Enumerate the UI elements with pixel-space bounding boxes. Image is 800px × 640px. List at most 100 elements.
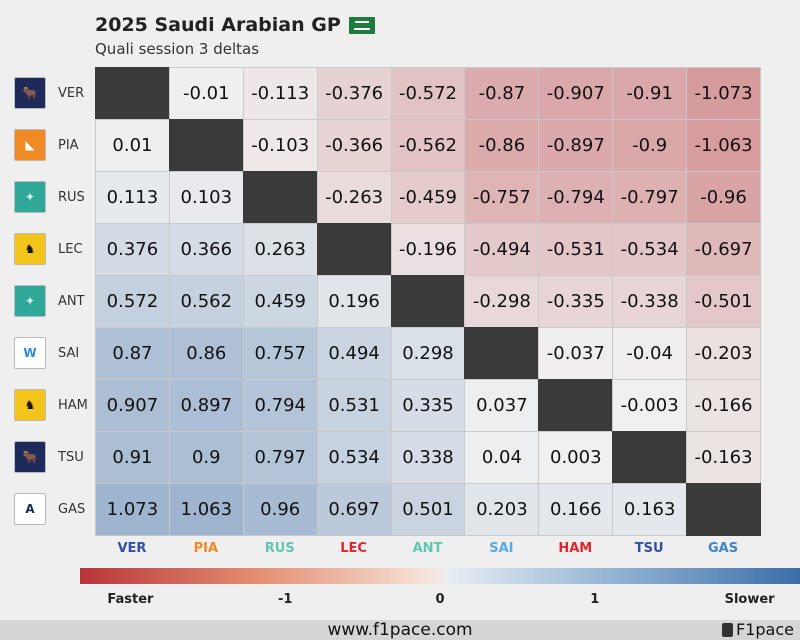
heatmap-cell: -1.063	[686, 119, 761, 172]
heatmap-cell: 1.073	[95, 483, 170, 536]
heatmap-cell: 0.897	[168, 379, 244, 432]
heatmap-cell: 0.534	[316, 431, 392, 484]
heatmap-cell: 0.01	[95, 119, 170, 172]
heatmap-cell: -0.907	[538, 67, 614, 120]
heatmap-cell: 0.103	[168, 171, 244, 224]
heatmap-cell: 0.87	[95, 327, 170, 380]
heatmap-cell: 0.166	[538, 483, 614, 536]
diagonal-cell	[612, 431, 688, 484]
heatmap-cell: 0.494	[316, 327, 392, 380]
row-label-rus: ✦ RUS	[14, 171, 94, 223]
heatmap-cell: -0.87	[464, 67, 540, 120]
heatmap-cell: -0.196	[390, 223, 466, 276]
ferrari-logo-icon: ♞	[14, 389, 46, 421]
column-label-ham: HAM	[558, 541, 593, 556]
row-label-ham: ♞ HAM	[14, 379, 94, 431]
heatmap-cell: 0.04	[464, 431, 540, 484]
heatmap-cell: 0.797	[242, 431, 318, 484]
heatmap-cell: -0.697	[686, 223, 761, 276]
heatmap-cell: -0.366	[316, 119, 392, 172]
heatmap-cell: -0.96	[686, 171, 761, 224]
column-label-sai: SAI	[489, 541, 514, 556]
saudi-arabia-flag-icon	[348, 16, 375, 34]
heatmap-cell: -0.203	[686, 327, 761, 380]
heatmap-cell: -0.757	[464, 171, 540, 224]
heatmap-cell: -0.04	[612, 327, 688, 380]
heatmap-cell: -0.86	[464, 119, 540, 172]
colorbar-tick-label: -1	[277, 592, 293, 607]
heatmap-cell: 0.163	[612, 483, 688, 536]
column-label-pia: PIA	[193, 541, 219, 556]
diagonal-cell	[242, 171, 318, 224]
column-label-ver: VER	[117, 541, 147, 556]
column-label-ant: ANT	[412, 541, 443, 556]
heatmap-cell: -0.494	[464, 223, 540, 276]
heatmap-cell: 0.203	[464, 483, 540, 536]
heatmap-cell: 0.298	[390, 327, 466, 380]
mercedes-logo-icon: ✦	[14, 181, 46, 213]
heatmap-cell: -1.073	[686, 67, 761, 120]
heatmap-cell: -0.298	[464, 275, 540, 328]
heatmap-cell: 0.91	[95, 431, 170, 484]
row-label-pia: ◣ PIA	[14, 119, 94, 171]
column-label-lec: LEC	[340, 541, 367, 556]
row-driver-code: SAI	[58, 345, 80, 361]
heatmap-cell: 0.113	[95, 171, 170, 224]
heatmap-cell: -0.9	[612, 119, 688, 172]
row-label-gas: A GAS	[14, 483, 94, 535]
heatmap-cell: -0.794	[538, 171, 614, 224]
heatmap-cell: 0.757	[242, 327, 318, 380]
mercedes-logo-icon: ✦	[14, 285, 46, 317]
footer-brand-label: F1pace	[736, 620, 794, 639]
red-bull-logo-icon: 🐂	[14, 77, 46, 109]
footer-brand: F1pace	[722, 620, 794, 639]
heatmap-cell: 0.501	[390, 483, 466, 536]
heatmap-cell: 0.376	[95, 223, 170, 276]
heatmap-cell: 0.335	[390, 379, 466, 432]
heatmap-cell: 1.063	[168, 483, 244, 536]
heatmap-cell: 0.907	[95, 379, 170, 432]
column-label-rus: RUS	[264, 541, 295, 556]
red-bull-logo-icon: 🐂	[14, 441, 46, 473]
heatmap-cell: -0.91	[612, 67, 688, 120]
colorbar-tick-label: Slower	[724, 592, 775, 607]
heatmap-cell: -0.335	[538, 275, 614, 328]
row-driver-code: ANT	[58, 293, 85, 309]
diagonal-cell	[390, 275, 466, 328]
alpine-logo-icon: A	[14, 493, 46, 525]
column-label-tsu: TSU	[634, 541, 664, 556]
diagonal-cell	[316, 223, 392, 276]
heatmap-cell: -0.797	[612, 171, 688, 224]
diagonal-cell	[464, 327, 540, 380]
row-label-ant: ✦ ANT	[14, 275, 94, 327]
heatmap-cell: 0.794	[242, 379, 318, 432]
heatmap-cell: -0.166	[686, 379, 761, 432]
row-label-tsu: 🐂 TSU	[14, 431, 94, 483]
column-label-gas: GAS	[707, 541, 739, 556]
heatmap-cell: -0.562	[390, 119, 466, 172]
heatmap-cell: -0.501	[686, 275, 761, 328]
diagonal-cell	[538, 379, 614, 432]
heatmap-cell: 0.86	[168, 327, 244, 380]
footer-url: www.f1pace.com	[327, 620, 473, 640]
heatmap-cell: -0.897	[538, 119, 614, 172]
row-driver-code: VER	[58, 85, 85, 101]
row-driver-code: GAS	[58, 501, 86, 517]
diagonal-cell	[686, 483, 761, 536]
heatmap-cell: 0.697	[316, 483, 392, 536]
heatmap-cell: 0.562	[168, 275, 244, 328]
heatmap-cell: 0.263	[242, 223, 318, 276]
williams-logo-icon: W	[14, 337, 46, 369]
heatmap-cell: -0.534	[612, 223, 688, 276]
row-driver-code: PIA	[58, 137, 79, 153]
ferrari-logo-icon: ♞	[14, 233, 46, 265]
heatmap-cell: -0.263	[316, 171, 392, 224]
colorbar	[80, 568, 800, 584]
row-driver-code: LEC	[58, 241, 83, 257]
heatmap-cell: -0.572	[390, 67, 466, 120]
row-label-ver: 🐂 VER	[14, 67, 94, 119]
heatmap-cell: -0.163	[686, 431, 761, 484]
heatmap-cell: 0.459	[242, 275, 318, 328]
heatmap-cell: 0.366	[168, 223, 244, 276]
row-driver-code: RUS	[58, 189, 85, 205]
